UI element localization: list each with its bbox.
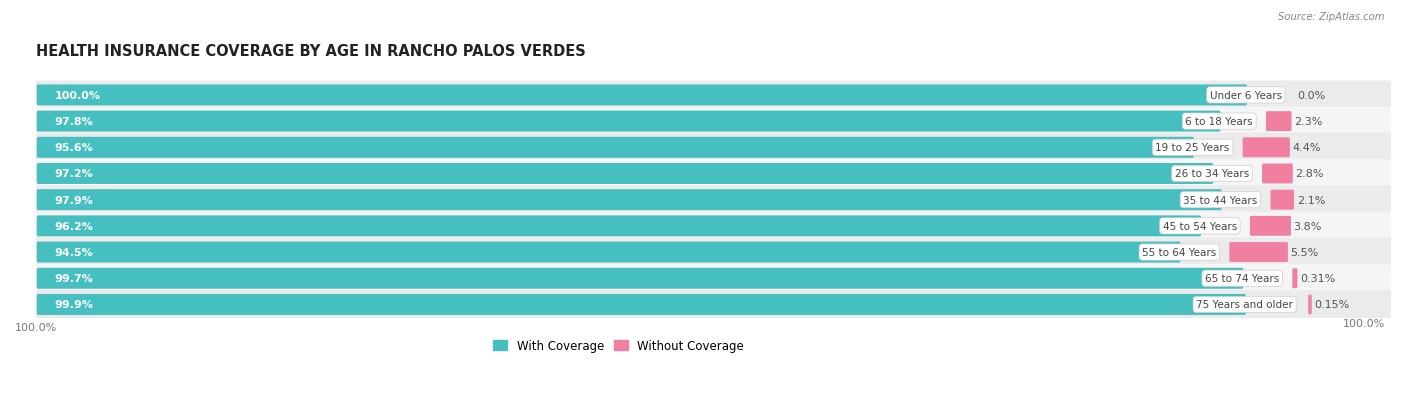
Text: 6 to 18 Years: 6 to 18 Years (1185, 117, 1253, 127)
FancyBboxPatch shape (35, 186, 1392, 215)
FancyBboxPatch shape (37, 164, 1213, 185)
Legend: With Coverage, Without Coverage: With Coverage, Without Coverage (489, 335, 749, 357)
FancyBboxPatch shape (1243, 138, 1289, 158)
Text: Under 6 Years: Under 6 Years (1209, 91, 1282, 101)
FancyBboxPatch shape (1271, 190, 1294, 210)
FancyBboxPatch shape (35, 133, 1392, 162)
Text: 100.0%: 100.0% (55, 91, 100, 101)
Text: 65 to 74 Years: 65 to 74 Years (1205, 273, 1279, 284)
Text: 100.0%: 100.0% (1343, 318, 1385, 328)
FancyBboxPatch shape (37, 216, 1201, 237)
FancyBboxPatch shape (35, 290, 1392, 319)
Text: 99.9%: 99.9% (55, 300, 93, 310)
Text: 0.15%: 0.15% (1315, 300, 1350, 310)
FancyBboxPatch shape (37, 190, 1222, 211)
FancyBboxPatch shape (1265, 112, 1292, 132)
Text: 0.0%: 0.0% (1298, 91, 1326, 101)
FancyBboxPatch shape (35, 107, 1392, 136)
FancyBboxPatch shape (35, 81, 1392, 110)
FancyBboxPatch shape (37, 138, 1194, 158)
Text: 4.4%: 4.4% (1292, 143, 1322, 153)
FancyBboxPatch shape (35, 212, 1392, 241)
Text: 99.7%: 99.7% (55, 273, 93, 284)
Text: 19 to 25 Years: 19 to 25 Years (1156, 143, 1230, 153)
FancyBboxPatch shape (35, 160, 1392, 188)
FancyBboxPatch shape (35, 264, 1392, 293)
Text: 2.8%: 2.8% (1295, 169, 1324, 179)
Text: HEALTH INSURANCE COVERAGE BY AGE IN RANCHO PALOS VERDES: HEALTH INSURANCE COVERAGE BY AGE IN RANC… (37, 44, 586, 59)
Text: 95.6%: 95.6% (55, 143, 93, 153)
FancyBboxPatch shape (1229, 242, 1288, 262)
Text: 55 to 64 Years: 55 to 64 Years (1142, 247, 1216, 257)
FancyBboxPatch shape (1263, 164, 1292, 184)
Text: 35 to 44 Years: 35 to 44 Years (1184, 195, 1257, 205)
Text: 3.8%: 3.8% (1294, 221, 1322, 231)
Text: 97.8%: 97.8% (55, 117, 93, 127)
Text: Source: ZipAtlas.com: Source: ZipAtlas.com (1278, 12, 1385, 22)
Text: 75 Years and older: 75 Years and older (1197, 300, 1294, 310)
Text: 96.2%: 96.2% (55, 221, 93, 231)
FancyBboxPatch shape (37, 112, 1220, 132)
Text: 26 to 34 Years: 26 to 34 Years (1175, 169, 1249, 179)
Text: 2.3%: 2.3% (1294, 117, 1323, 127)
Text: 45 to 54 Years: 45 to 54 Years (1163, 221, 1237, 231)
FancyBboxPatch shape (37, 85, 1247, 106)
FancyBboxPatch shape (1308, 295, 1312, 315)
FancyBboxPatch shape (37, 294, 1246, 315)
Text: 94.5%: 94.5% (55, 247, 93, 257)
Text: 2.1%: 2.1% (1296, 195, 1324, 205)
Text: 97.2%: 97.2% (55, 169, 93, 179)
FancyBboxPatch shape (35, 238, 1392, 267)
Text: 97.9%: 97.9% (55, 195, 93, 205)
FancyBboxPatch shape (37, 268, 1243, 289)
FancyBboxPatch shape (1250, 216, 1291, 236)
Text: 5.5%: 5.5% (1291, 247, 1319, 257)
Text: 0.31%: 0.31% (1301, 273, 1336, 284)
FancyBboxPatch shape (37, 242, 1181, 263)
FancyBboxPatch shape (1292, 268, 1298, 289)
